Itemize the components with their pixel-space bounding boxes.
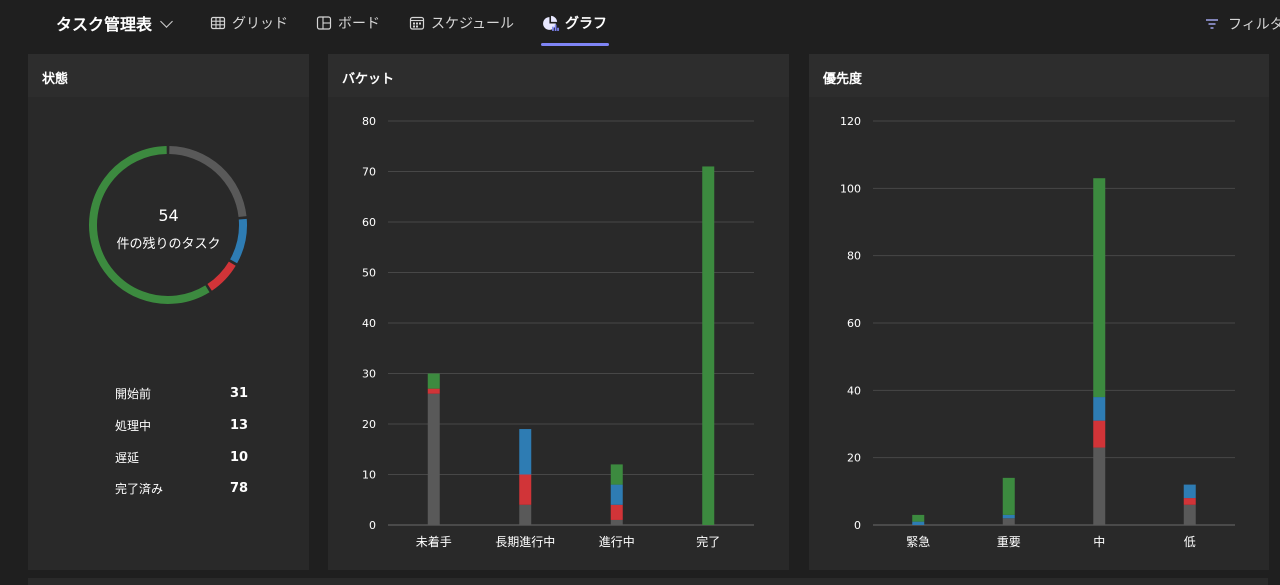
bucket-card: バケット 0 10 20 30 40 50 60 70 80 未着手 長期進行中 進行中 完了 [328, 54, 789, 570]
top-bar: タスク管理表 グリッド ボード スケジュール [0, 0, 1280, 52]
bar-segment-late[interactable] [1183, 498, 1196, 505]
legend-value: 78 [230, 481, 249, 496]
bar-segment-not-started[interactable] [610, 519, 623, 525]
bar-segment-not-started[interactable] [1183, 504, 1196, 525]
y-tick-label: 60 [362, 216, 376, 229]
status-card-title: 状態 [42, 72, 69, 87]
plan-title: タスク管理表 [56, 15, 153, 34]
bar-segment-completed[interactable] [1093, 178, 1106, 398]
x-tick-label: 完了 [696, 534, 720, 549]
chevron-down-icon [160, 14, 173, 28]
bar-segment-not-started[interactable] [427, 393, 440, 525]
bar-segment-in-progress[interactable] [1183, 484, 1196, 499]
legend-label: 開始前 [115, 387, 152, 401]
bar-segment-completed[interactable] [427, 373, 440, 389]
y-tick-label: 40 [847, 384, 861, 397]
bar-segment-in-progress[interactable] [1002, 514, 1015, 519]
bar-segment-late[interactable] [1093, 420, 1106, 448]
x-tick-label: 未着手 [416, 534, 452, 549]
legend-item-in-progress: 処理中 13 [115, 417, 255, 437]
tab-board[interactable]: ボード [316, 10, 380, 36]
x-tick-label: 中 [1093, 534, 1105, 549]
y-tick-label: 80 [362, 115, 376, 128]
bar-segment-in-progress[interactable] [519, 429, 532, 475]
tab-grid[interactable]: グリッド [210, 10, 288, 36]
donut-slice-completed[interactable] [89, 146, 210, 304]
active-tab-indicator [541, 43, 609, 46]
legend-label: 完了済み [115, 482, 164, 496]
legend-value: 13 [230, 418, 249, 433]
board-icon [316, 16, 332, 30]
priority-card: 優先度 0 20 40 60 80 100 120 緊急 重要 中 低 [809, 54, 1269, 570]
bar-segment-in-progress[interactable] [912, 521, 925, 525]
bar-segment-not-started[interactable] [1093, 447, 1106, 525]
bar-segment-completed[interactable] [610, 464, 623, 485]
priority-card-header: 優先度 [809, 54, 1269, 97]
y-tick-label: 80 [847, 250, 861, 263]
legend-label: 遅延 [115, 451, 140, 465]
y-tick-label: 30 [362, 368, 376, 381]
y-tick-label: 0 [854, 519, 861, 532]
y-tick-label: 50 [362, 267, 376, 280]
y-tick-label: 70 [362, 166, 376, 179]
status-card: 状態 54 件の残りのタスク 開始前 31 処理中 13 遅延 10 完了済み … [28, 54, 309, 570]
donut-slice-late[interactable] [207, 261, 236, 291]
bar-segment-late[interactable] [427, 388, 440, 394]
priority-card-title: 優先度 [823, 72, 863, 87]
x-tick-label: 長期進行中 [495, 534, 555, 549]
y-tick-label: 0 [369, 519, 376, 532]
chart-icon [543, 15, 559, 31]
tab-charts[interactable]: グラフ [542, 10, 607, 36]
tab-schedule[interactable]: スケジュール [409, 10, 514, 36]
bucket-card-title: バケット [342, 72, 395, 87]
filter-button[interactable]: フィルタ [1204, 14, 1280, 34]
y-tick-label: 20 [847, 452, 861, 465]
legend-item-late: 遅延 10 [115, 449, 255, 469]
status-card-header: 状態 [28, 54, 309, 97]
tab-board-label: ボード [338, 16, 380, 32]
bar-segment-not-started[interactable] [519, 504, 532, 525]
donut-slice-not-started[interactable] [169, 146, 247, 218]
legend-value: 31 [230, 386, 249, 401]
status-donut-chart [89, 146, 247, 304]
x-tick-label: 低 [1184, 535, 1196, 549]
bar-segment-in-progress[interactable] [610, 484, 623, 505]
y-tick-label: 40 [362, 317, 376, 330]
plan-title-dropdown[interactable]: タスク管理表 [56, 10, 173, 36]
tab-grid-label: グリッド [232, 16, 288, 32]
calendar-icon [409, 16, 425, 30]
x-tick-label: 緊急 [906, 534, 930, 549]
priority-bar-chart: 0 20 40 60 80 100 120 緊急 重要 中 低 [840, 115, 1235, 549]
donut-slice-in-progress[interactable] [230, 218, 247, 264]
legend-value: 10 [230, 450, 249, 465]
y-tick-label: 120 [840, 115, 861, 128]
remaining-label: 件の残りのタスク [116, 237, 221, 252]
bar-segment-late[interactable] [519, 474, 532, 505]
legend-item-completed: 完了済み 78 [115, 480, 255, 500]
remaining-count: 54 [158, 206, 179, 225]
filter-label: フィルタ [1228, 17, 1280, 33]
filter-icon [1206, 19, 1218, 29]
legend-item-not-started: 開始前 31 [115, 385, 255, 405]
tab-schedule-label: スケジュール [431, 16, 515, 32]
y-tick-label: 20 [362, 418, 376, 431]
bucket-bar-chart: 0 10 20 30 40 50 60 70 80 未着手 長期進行中 進行中 完了 [362, 115, 754, 549]
bar-segment-completed[interactable] [1002, 477, 1015, 515]
y-tick-label: 10 [362, 469, 376, 482]
tab-charts-label: グラフ [565, 16, 607, 32]
bar-segment-not-started[interactable] [1002, 518, 1015, 525]
legend-label: 処理中 [115, 419, 152, 433]
y-tick-label: 60 [847, 317, 861, 330]
bar-segment-in-progress[interactable] [1093, 397, 1106, 421]
x-tick-label: 重要 [997, 535, 1021, 549]
x-tick-label: 進行中 [599, 534, 635, 549]
bar-segment-late[interactable] [610, 504, 623, 520]
bucket-card-header: バケット [328, 54, 789, 97]
bar-segment-completed[interactable] [702, 166, 715, 525]
y-tick-label: 100 [840, 182, 861, 195]
bar-segment-completed[interactable] [912, 514, 925, 522]
bottom-divider [28, 578, 1268, 585]
grid-icon [210, 16, 226, 30]
